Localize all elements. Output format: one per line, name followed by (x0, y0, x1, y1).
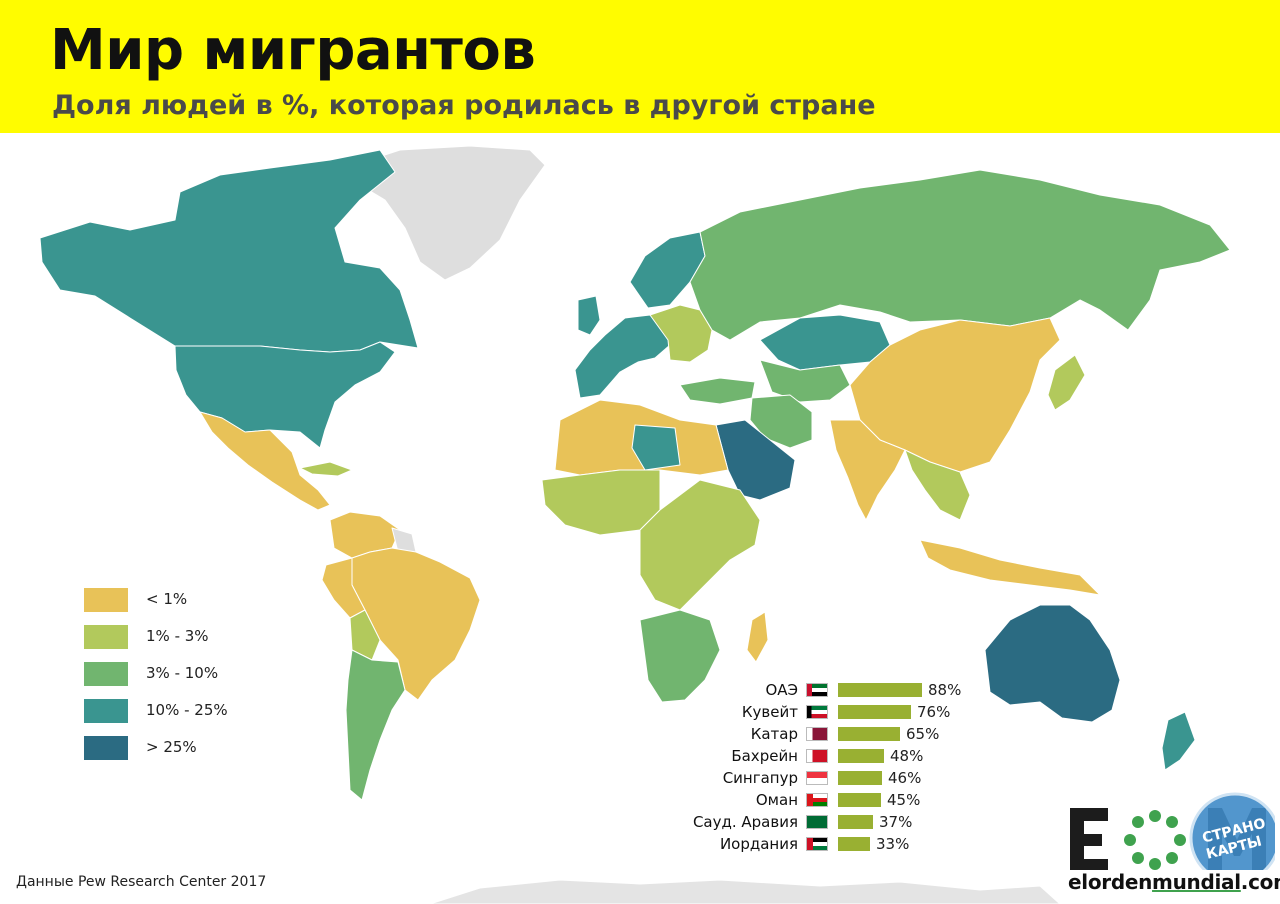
australia-region (984, 604, 1121, 723)
central-africa-region (639, 479, 761, 611)
legend-item: > 25% (84, 736, 324, 760)
bar (838, 771, 882, 785)
world-map (39, 145, 1231, 904)
bar-category-label: Иордания (719, 835, 798, 853)
usa-region (174, 341, 396, 449)
bar-row: Кувейт 76% (640, 702, 980, 722)
header-banner: Мир мигрантов Доля людей в %, которая ро… (0, 0, 1280, 133)
top-countries-bar-chart: ОАЭ 88% Кувейт 76% Катар 65% Бахрейн 48% Сингапу… (640, 680, 980, 860)
india-region (829, 419, 906, 521)
logo-site-post: .com (1240, 870, 1280, 894)
bar (838, 705, 911, 719)
bar-category-label: ОАЭ (765, 681, 798, 699)
libya-region (631, 424, 681, 471)
bar (838, 727, 900, 741)
bar-value-label: 48% (890, 747, 924, 765)
legend-label: 3% - 10% (146, 664, 219, 682)
publisher-logo: СТРАНО КАРТЫ elordenmundial.com (1060, 790, 1280, 898)
source-note: Данные Pew Research Center 2017 (16, 874, 267, 890)
cuba-caribbean-region (299, 461, 353, 477)
bar (838, 793, 881, 807)
legend-swatch (84, 588, 128, 612)
argentina-region (345, 649, 406, 801)
bar-row: Иордания 33% (640, 834, 980, 854)
bar-value-label: 33% (876, 835, 910, 853)
qatar-flag-icon (806, 727, 828, 741)
legend-label: < 1% (146, 590, 188, 608)
southeast-asia-region (904, 449, 971, 521)
uae-flag-icon (806, 683, 828, 697)
bar-row: Сауд. Аравия 37% (640, 812, 980, 832)
legend-swatch (84, 662, 128, 686)
bar (838, 815, 873, 829)
bar-row: Сингапур 46% (640, 768, 980, 788)
uk-region (577, 295, 601, 336)
legend-label: > 25% (146, 738, 197, 756)
bar-category-label: Кувейт (741, 703, 798, 721)
legend-label: 10% - 25% (146, 701, 228, 719)
antarctica-region (429, 879, 1061, 904)
jordan-flag-icon (806, 837, 828, 851)
page-subtitle: Доля людей в %, которая родилась в друго… (52, 90, 876, 121)
russia-region (689, 169, 1231, 341)
bar-value-label: 88% (928, 681, 962, 699)
bar-value-label: 76% (917, 703, 951, 721)
bar-category-label: Сингапур (722, 769, 798, 787)
eom-logo-icon: СТРАНО КАРТЫ (1070, 792, 1280, 884)
new-zealand-region (1161, 711, 1196, 771)
bar (838, 683, 922, 697)
indonesia-region (919, 539, 1101, 596)
eastern-europe-region (649, 304, 713, 363)
legend-swatch (84, 736, 128, 760)
saudi-arabia-region (715, 419, 796, 501)
bar-category-label: Катар (750, 725, 798, 743)
bar-value-label: 45% (887, 791, 921, 809)
bar-value-label: 65% (906, 725, 940, 743)
logo-site-mid: mundial (1152, 870, 1241, 894)
saudi-arabia-flag-icon (806, 815, 828, 829)
central-asia-region (759, 359, 851, 403)
bar-row: Оман 45% (640, 790, 980, 810)
canada-region (39, 149, 419, 353)
logo-site-name: elordenmundial.com (1068, 870, 1280, 894)
bahrain-flag-icon (806, 749, 828, 763)
legend-swatch (84, 699, 128, 723)
page-title: Мир мигрантов (50, 18, 536, 83)
bar-value-label: 37% (879, 813, 913, 831)
oman-flag-icon (806, 793, 828, 807)
bar-value-label: 46% (888, 769, 922, 787)
legend-item: 3% - 10% (84, 662, 324, 686)
bar-category-label: Сауд. Аравия (692, 813, 798, 831)
bar-row: Катар 65% (640, 724, 980, 744)
greenland-region (344, 145, 546, 281)
kuwait-flag-icon (806, 705, 828, 719)
legend-item: < 1% (84, 588, 324, 612)
bar (838, 837, 870, 851)
scandinavia-region (629, 231, 706, 309)
turkey-region (679, 377, 756, 405)
madagascar-region (746, 611, 769, 663)
legend-label: 1% - 3% (146, 627, 209, 645)
iran-region (749, 394, 813, 449)
bar-row: ОАЭ 88% (640, 680, 980, 700)
singapore-flag-icon (806, 771, 828, 785)
logo-site-pre: elorden (1068, 870, 1153, 894)
bar-row: Бахрейн 48% (640, 746, 980, 766)
bar (838, 749, 884, 763)
bar-category-label: Оман (755, 791, 798, 809)
japan-region (1047, 354, 1086, 411)
south-africa-region (639, 609, 721, 703)
legend-swatch (84, 625, 128, 649)
mexico-region (199, 411, 331, 511)
legend-item: 1% - 3% (84, 625, 324, 649)
bar-category-label: Бахрейн (731, 747, 798, 765)
legend-item: 10% - 25% (84, 699, 324, 723)
west-africa-region (541, 469, 661, 536)
